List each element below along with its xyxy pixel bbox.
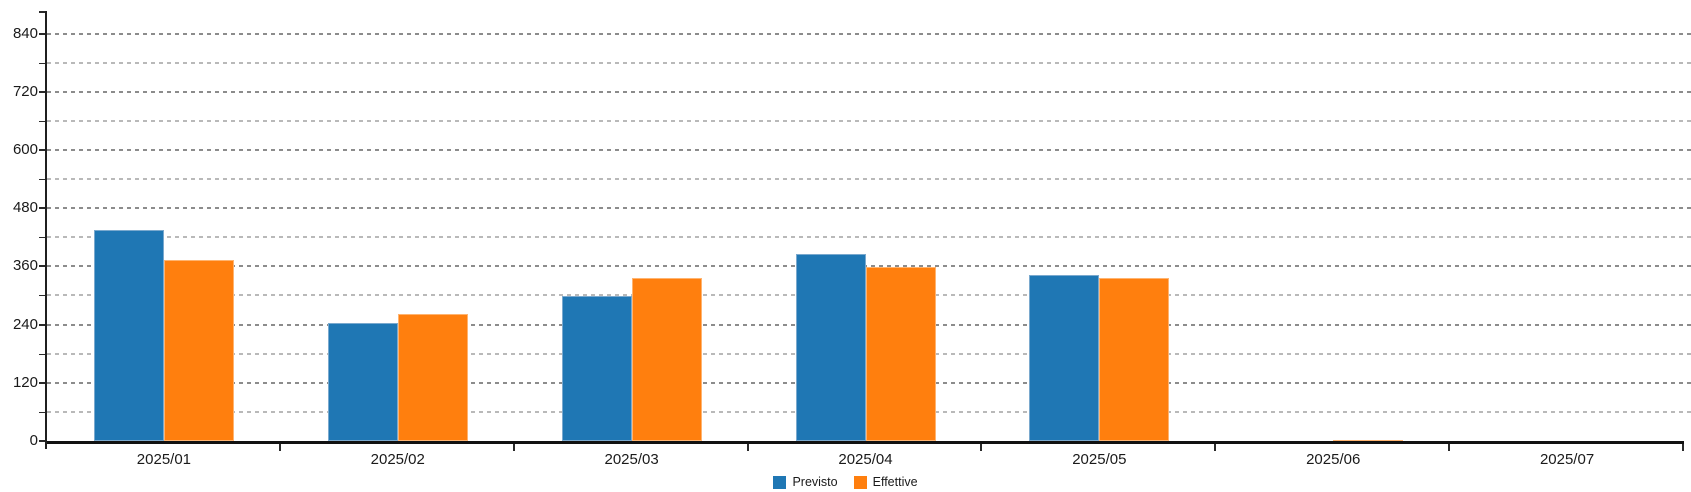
x-axis-label: 2025/01: [136, 451, 192, 468]
gridline-major: [47, 91, 1691, 93]
y-axis-tick: [39, 207, 46, 209]
bar-effettive[interactable]: [631, 278, 702, 441]
x-axis-label: 2025/04: [838, 451, 893, 468]
y-axis-tick: [39, 149, 46, 151]
x-axis: [47, 441, 1684, 444]
x-axis-label: 2025/05: [1072, 451, 1127, 468]
x-axis-tick: [1214, 444, 1216, 451]
y-axis-minor-tick: [39, 354, 46, 355]
y-axis-tick-label: 480: [12, 199, 38, 216]
x-axis-label: 2025/02: [370, 451, 425, 468]
y-axis-tick: [39, 440, 46, 442]
x-axis-tick: [279, 444, 281, 451]
gridline-major: [47, 207, 1691, 209]
y-axis-tick: [39, 33, 46, 35]
bar-previsto[interactable]: [1029, 275, 1100, 441]
y-axis-tick-label: 0: [29, 432, 38, 449]
y-axis-tick: [39, 265, 46, 267]
x-axis-tick: [513, 444, 515, 451]
y-axis-tick-label: 840: [12, 25, 38, 42]
y-axis-minor-tick: [39, 179, 46, 180]
y-axis-tick-label: 120: [12, 374, 38, 391]
bar-effettive[interactable]: [865, 267, 936, 441]
gridline-minor: [47, 178, 1691, 180]
x-axis-tick: [747, 444, 749, 451]
x-axis-label: 2025/06: [1306, 451, 1361, 468]
gridline-major: [47, 149, 1691, 151]
gridline-major: [47, 265, 1691, 267]
y-axis-tick: [39, 324, 46, 326]
bar-effettive[interactable]: [1099, 278, 1170, 441]
legend-swatch-previsto-icon: [773, 475, 787, 489]
bar-effettive-zero[interactable]: [1333, 440, 1404, 441]
y-axis-minor-tick: [39, 63, 46, 64]
chart-legend: Previsto Effettive: [0, 473, 1691, 491]
x-axis-tick: [1682, 444, 1684, 451]
gridline-minor: [47, 120, 1691, 122]
y-axis-minor-tick: [39, 412, 46, 413]
gridline-major: [47, 33, 1691, 35]
gridline-minor: [47, 236, 1691, 238]
y-axis-top-tick: [39, 11, 46, 13]
y-axis-tick: [39, 382, 46, 384]
bar-effettive[interactable]: [397, 314, 468, 441]
x-axis-label: 2025/03: [604, 451, 659, 468]
y-axis-minor-tick: [39, 295, 46, 296]
y-axis-minor-tick: [39, 121, 46, 122]
x-axis-tick: [980, 444, 982, 451]
legend-item-previsto[interactable]: Previsto: [773, 475, 838, 489]
y-axis-tick-label: 600: [12, 141, 38, 158]
legend-swatch-effettive-icon: [853, 475, 867, 489]
y-axis-tick-label: 240: [12, 316, 38, 333]
y-axis-tick: [39, 91, 46, 93]
bar-previsto[interactable]: [561, 296, 632, 441]
legend-label-effettive: Effettive: [872, 475, 918, 489]
legend-label-previsto: Previsto: [792, 475, 838, 489]
y-axis: [45, 11, 47, 449]
y-axis-tick-label: 720: [12, 83, 38, 100]
gridline-minor: [47, 62, 1691, 64]
bar-previsto[interactable]: [795, 254, 866, 441]
bar-effettive[interactable]: [163, 260, 234, 441]
bar-previsto[interactable]: [327, 323, 398, 441]
legend-item-effettive[interactable]: Effettive: [853, 475, 918, 489]
x-axis-label: 2025/07: [1539, 451, 1595, 468]
bar-previsto[interactable]: [93, 230, 164, 441]
y-axis-minor-tick: [39, 237, 46, 238]
y-axis-tick-label: 360: [12, 257, 38, 274]
x-axis-tick: [1448, 444, 1450, 451]
